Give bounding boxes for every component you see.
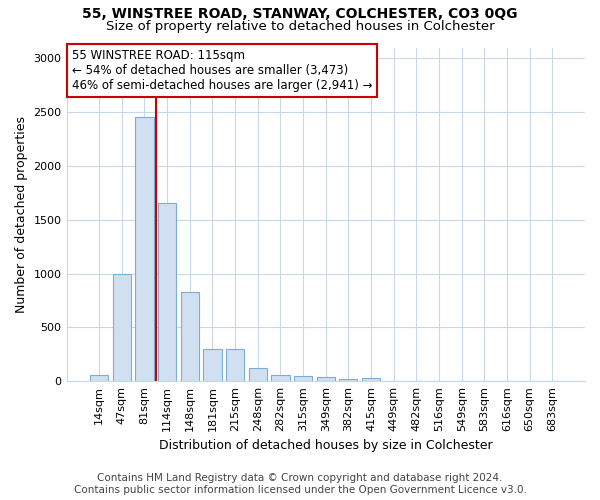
Bar xyxy=(113,274,131,381)
Text: Size of property relative to detached houses in Colchester: Size of property relative to detached ho… xyxy=(106,20,494,33)
Bar xyxy=(294,376,312,381)
Text: 55 WINSTREE ROAD: 115sqm
← 54% of detached houses are smaller (3,473)
46% of sem: 55 WINSTREE ROAD: 115sqm ← 54% of detach… xyxy=(72,49,372,92)
Bar xyxy=(90,376,108,381)
Text: 55, WINSTREE ROAD, STANWAY, COLCHESTER, CO3 0QG: 55, WINSTREE ROAD, STANWAY, COLCHESTER, … xyxy=(82,8,518,22)
Y-axis label: Number of detached properties: Number of detached properties xyxy=(15,116,28,313)
Bar xyxy=(362,378,380,381)
Bar xyxy=(203,350,221,381)
Text: Contains HM Land Registry data © Crown copyright and database right 2024.
Contai: Contains HM Land Registry data © Crown c… xyxy=(74,474,526,495)
Bar xyxy=(158,202,176,381)
Bar xyxy=(271,376,290,381)
X-axis label: Distribution of detached houses by size in Colchester: Distribution of detached houses by size … xyxy=(159,440,493,452)
Bar xyxy=(226,350,244,381)
Bar xyxy=(136,118,154,381)
Bar xyxy=(340,379,358,381)
Bar xyxy=(181,292,199,381)
Bar xyxy=(317,378,335,381)
Bar xyxy=(249,368,267,381)
